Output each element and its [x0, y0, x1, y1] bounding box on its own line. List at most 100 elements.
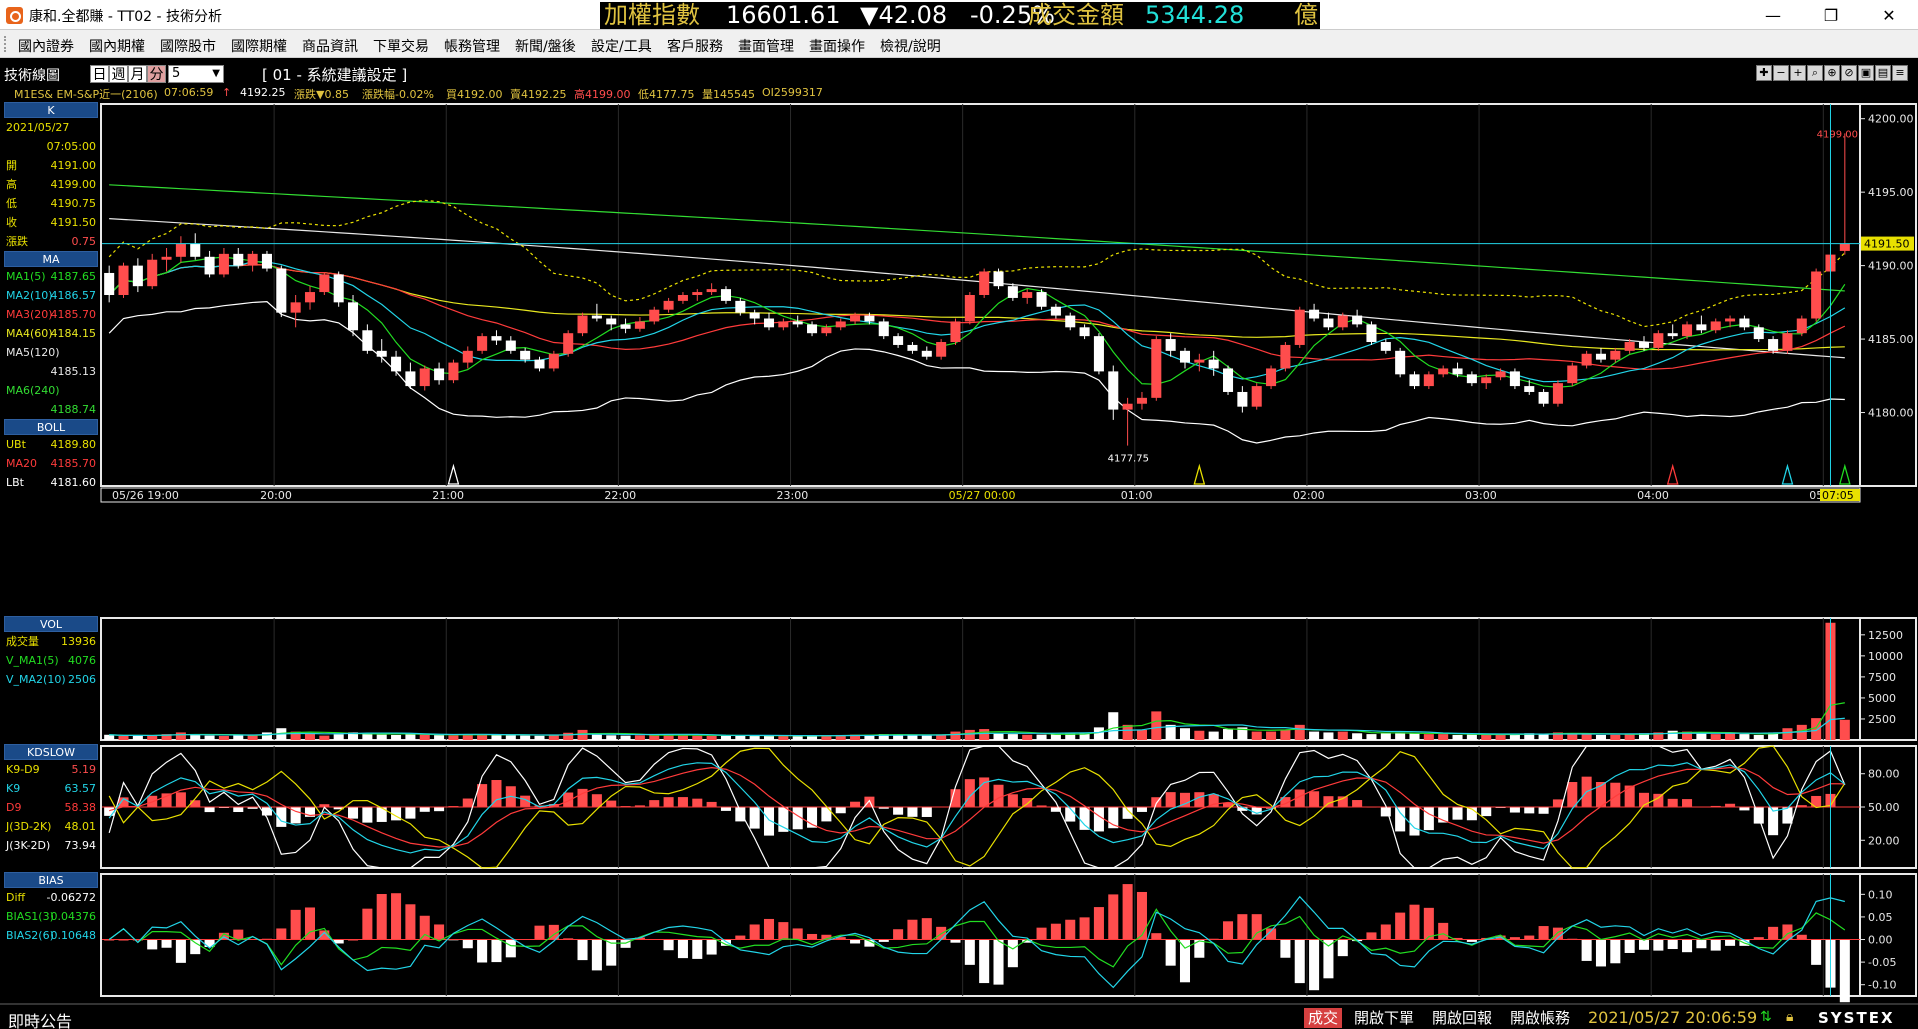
quote-high: 高4199.00 [574, 88, 631, 101]
volume-bar [1237, 727, 1248, 740]
y-tick-label: 50.00 [1868, 801, 1900, 814]
bias-diff-bar [147, 939, 158, 950]
ma4-row: MA4(60) 4184.15 [6, 327, 96, 340]
j1-row: J(3D-2K) 48.01 [6, 820, 96, 833]
menu-item-order-trading[interactable]: 下單交易 [373, 39, 429, 55]
crosshair-tool-icon[interactable]: ✚ [1756, 65, 1772, 81]
menu-item-view-help[interactable]: 檢視/說明 [880, 39, 941, 55]
volume-bar [606, 735, 617, 740]
candle-body [634, 321, 645, 329]
kd-diff-bar [190, 800, 201, 807]
minimize-button[interactable]: — [1765, 5, 1781, 25]
menu-item-domestic-securities[interactable]: 國內證券 [18, 39, 74, 55]
settings-tool-icon[interactable]: ≡ [1892, 65, 1908, 81]
menu-item-intl-futures[interactable]: 國際期權 [231, 39, 287, 55]
ma2-row: MA2(10) 4186.57 [6, 289, 96, 302]
menu-item-screen-ops[interactable]: 畫面操作 [809, 39, 865, 55]
trade-status-button[interactable]: 成交 [1304, 1008, 1343, 1028]
bias-diff-bar [1624, 939, 1635, 953]
period-minute-button[interactable]: 分 [147, 65, 166, 83]
menu-item-screen-mgmt[interactable]: 畫面管理 [738, 39, 794, 55]
menu-item-intl-stocks[interactable]: 國際股市 [160, 39, 216, 55]
candle-body [1682, 324, 1693, 337]
volume-chart[interactable]: 12500 10000 7500 5000 2500 [0, 616, 1918, 744]
last-price-tag [1861, 236, 1914, 251]
candle-body [850, 315, 861, 322]
menu-item-settings-tools[interactable]: 設定/工具 [591, 39, 652, 55]
volume-bar [720, 735, 731, 740]
y-tick-label: 4185.00 [1868, 333, 1914, 346]
zoom-in-tool-icon[interactable]: + [1790, 65, 1806, 81]
turnover-value: 5344.28 [1145, 1, 1245, 29]
kd-diff-bar [964, 779, 975, 807]
candle-body [419, 368, 430, 387]
period-month-button[interactable]: 月 [128, 65, 147, 83]
menu-item-domestic-futures[interactable]: 國內期權 [89, 39, 145, 55]
open-account-button[interactable]: 開啟帳務 [1510, 1009, 1571, 1027]
price-chart[interactable]: 4200.00 4195.00 4190.00 4185.00 4180.00 4191.… [0, 102, 1918, 616]
close-button[interactable]: ✕ [1882, 5, 1896, 25]
bias1-row: BIAS1(3) 0.04376 [6, 910, 96, 923]
candle-body [1696, 324, 1707, 331]
maximize-button[interactable]: ❐ [1823, 5, 1839, 25]
period-week-button[interactable]: 週 [109, 65, 128, 83]
volume-bar [204, 735, 215, 740]
candle-body [821, 327, 832, 334]
kd-diff-bar [1036, 805, 1047, 807]
candle-body [1839, 243, 1850, 251]
open-report-button[interactable]: 開啟回報 [1432, 1009, 1493, 1027]
volume-bar [893, 734, 904, 740]
candle-body [1524, 386, 1535, 392]
menu-item-news[interactable]: 新聞/盤後 [515, 39, 576, 55]
zoom-out-tool-icon[interactable]: − [1773, 65, 1789, 81]
announcement-button[interactable]: 即時公告 [8, 1012, 73, 1029]
save-tool-icon[interactable]: ▣ [1858, 65, 1874, 81]
candle-body [1309, 309, 1320, 319]
axis-frame [1859, 103, 1917, 487]
kd-diff-bar [548, 803, 559, 807]
y-tick-label: 4180.00 [1868, 407, 1914, 420]
ma240-line [109, 184, 1845, 292]
candle-body [1022, 292, 1033, 298]
bias-diff-bar [1151, 933, 1162, 940]
candle-body [1136, 397, 1147, 404]
menu-item-customer-service[interactable]: 客戶服務 [667, 39, 723, 55]
period-day-button[interactable]: 日 [90, 65, 109, 83]
vol-ma2-row: V_MA2(10) 2506 [6, 673, 96, 686]
quote-symbol: M1ES& EM-S&P近一(2106) [14, 88, 158, 101]
kd-diff-bar [1337, 796, 1348, 807]
magnify-tool-icon[interactable]: ⊕ [1824, 65, 1840, 81]
indicator-setting-label[interactable]: [ 01 - 系統建議設定 ] [262, 66, 408, 84]
y-tick-label: 4200.00 [1868, 113, 1914, 126]
open-order-button[interactable]: 開啟下單 [1354, 1009, 1415, 1027]
menu-item-product-info[interactable]: 商品資訊 [302, 39, 358, 55]
candle-body [1753, 327, 1764, 340]
time-label: 05/26 19:00 [112, 489, 179, 502]
bias-diff-bar [204, 939, 215, 948]
bias-legend-head: BIAS [4, 872, 98, 888]
bias-chart[interactable]: 0.10 0.05 0.00 -0.05 -0.10 [0, 872, 1918, 1003]
search-tool-icon[interactable]: ⌕ [1807, 65, 1823, 81]
quote-open-interest: OI2599317 [762, 86, 823, 99]
kd-diff-bar [1452, 807, 1463, 820]
kd-diff-bar [979, 777, 990, 807]
volume-bar [979, 729, 990, 740]
pan-tool-icon[interactable]: ⊘ [1841, 65, 1857, 81]
kd-chart[interactable]: 80.00 50.00 20.00 [0, 744, 1918, 872]
kd-diff-bar [276, 807, 287, 827]
time-label: 21:00 [432, 489, 464, 502]
volume-bar [850, 734, 861, 740]
interval-select[interactable]: 5 [168, 65, 224, 83]
candle-body [1725, 318, 1736, 322]
k-low: 低 4190.75 [6, 197, 96, 210]
time-label: 04:00 [1637, 489, 1669, 502]
kd-diff-bar [1481, 807, 1492, 817]
j2-row: J(3K-2D) 73.94 [6, 839, 96, 852]
bias-diff-bar [1595, 939, 1606, 967]
bias-diff-bar [663, 939, 674, 951]
candle-body [261, 253, 272, 269]
menu-item-account-mgmt[interactable]: 帳務管理 [444, 39, 500, 55]
kd-diff-bar [1796, 805, 1807, 807]
kd-diff-bar [1538, 807, 1549, 814]
print-tool-icon[interactable]: ▤ [1875, 65, 1891, 81]
